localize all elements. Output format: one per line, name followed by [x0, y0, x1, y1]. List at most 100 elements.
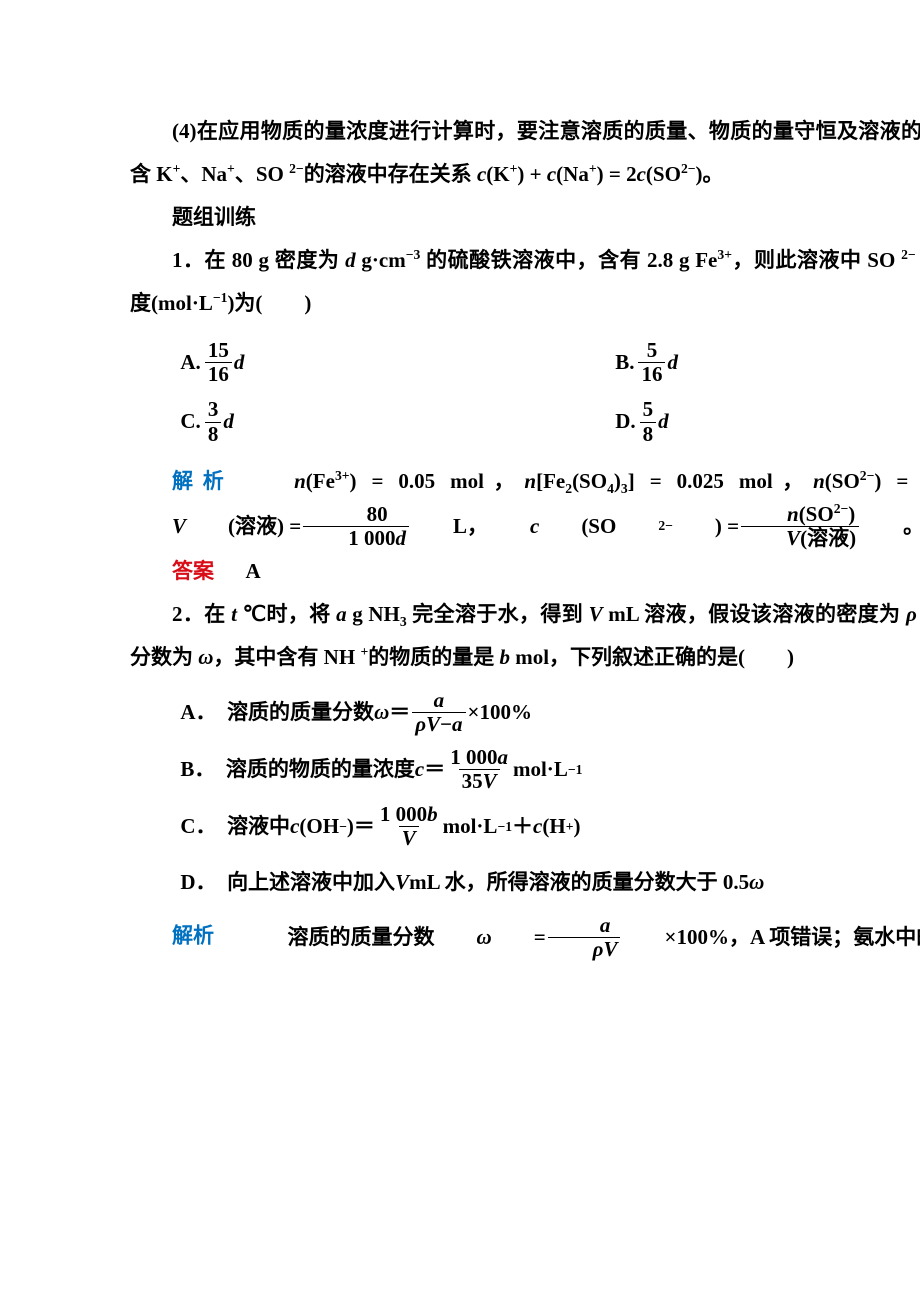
q1-c-post: d	[223, 400, 234, 443]
q2c-oha: (OH	[299, 805, 339, 848]
q2c-ha: (H	[542, 805, 565, 848]
jx-n2: n	[524, 469, 536, 493]
q1-answer: 答案 A	[130, 550, 920, 593]
q2-bv: b	[499, 645, 510, 669]
jx-csoend: 。	[861, 505, 920, 548]
q2-jiexi: 解析 溶质的质量分数 ω = a ρV ×100%，A 项错误；氨水中的溶	[130, 914, 920, 961]
q2-c: g NH	[347, 602, 400, 626]
q2-opt-d: D． 向上述溶液中加入 V mL 水，所得溶液的质量分数大于 0.5ω	[180, 861, 920, 904]
jx-V: V	[130, 505, 186, 548]
jx-fe1v: ) = 0.05 mol，	[350, 469, 525, 493]
q1-a-label: A.	[180, 341, 200, 384]
q2-j: mol，下列叙述正确的是( )	[510, 645, 794, 669]
q2c-c: c	[290, 805, 299, 848]
p4-so2sup: 2−	[681, 161, 696, 176]
q1-stem: 1．在 80 g 密度为 d g·cm−3 的硫酸铁溶液中，含有 2.8 g F…	[130, 239, 920, 325]
p4-c3: c	[637, 162, 646, 186]
q1-a-num: 15	[205, 339, 232, 362]
q2b-den: 35V	[459, 769, 500, 793]
q1-d-den: 8	[640, 422, 657, 446]
q2c-c2: c	[533, 805, 542, 848]
q1-f: )为( )	[227, 291, 311, 315]
jx-vline: V(溶液) = 80 1 000d L， c(SO2−) = n(SO2−) V…	[130, 503, 920, 550]
jx-fe1: (Fe	[306, 469, 335, 493]
jx-vden: 1 000d	[303, 526, 409, 550]
q1-a-den: 16	[205, 362, 232, 386]
jx-fe2cs: 3	[621, 481, 628, 496]
q1-b: g·cm	[356, 248, 406, 272]
q2-rho: ρ	[906, 602, 917, 626]
q2d-V: V	[395, 861, 409, 904]
jx-cnum: n(SO2−)	[742, 503, 858, 526]
jx2-frac: a ρV	[548, 914, 621, 961]
daan-val: A	[246, 559, 261, 583]
q2c-ohb: )＝	[347, 805, 375, 848]
daan-label: 答案	[172, 559, 214, 583]
q2c-frac: 1 000b V	[377, 803, 441, 850]
jx-n1: n	[294, 469, 306, 493]
q1-b-label: B.	[615, 341, 634, 384]
q2a-body: 溶质的质量分数 ω＝ a ρV−a ×100%	[227, 689, 532, 736]
jx-fe2bs: 4	[607, 481, 614, 496]
q1-d-post: d	[658, 400, 669, 443]
q1-opt-c: C. 3 8 d	[180, 398, 615, 445]
q2a-den: ρV−a	[412, 712, 465, 736]
jiexi-label: 解析	[172, 469, 233, 493]
p4-na2: (Na	[556, 162, 589, 186]
jx-vnum: 80	[322, 503, 391, 526]
q1-b-post: d	[667, 341, 678, 384]
jx2-body: 溶质的质量分数 ω = a ρV ×100%，A 项错误；氨水中的溶	[246, 914, 920, 961]
q2c-postb: ＋	[512, 805, 533, 848]
p4-na: 、Na	[180, 162, 227, 186]
q2a-num: a	[431, 689, 448, 712]
heading-text: 题组训练	[172, 205, 256, 229]
q1-opt-b: B. 5 16 d	[615, 339, 920, 386]
jx-csob: ) =	[673, 505, 739, 548]
q1-b-den: 16	[638, 362, 665, 386]
q2-i: 的物质的量是	[368, 645, 499, 669]
p4-so: 、SO	[235, 162, 289, 186]
q2a-pre: 溶质的质量分数	[227, 691, 374, 734]
jx-cfrac: n(SO2−) V(溶液)	[741, 503, 859, 550]
jx2-num: a	[555, 914, 614, 937]
q2c-posta: mol·L	[443, 805, 498, 848]
q1-d-label: D.	[615, 400, 635, 443]
q1-b-frac: 5 16	[638, 339, 665, 386]
q1-c-label: C.	[180, 400, 200, 443]
jx-fe2b: (SO	[572, 469, 607, 493]
q2c-num: 1 000b	[377, 803, 441, 826]
q2b-pre: 溶质的物质的量浓度	[226, 748, 415, 791]
q1-options: A. 15 16 d B. 5 16 d C. 3 8 d D. 5 8 d	[130, 333, 920, 451]
jx-vsola: (溶液) =	[186, 505, 301, 548]
p4-mid1: ) +	[517, 162, 546, 186]
point-4: (4)在应用物质的量浓度进行计算时，要注意溶质的质量、物质的量守恒及溶液的电荷守…	[130, 110, 920, 196]
p4-k2: (K	[486, 162, 509, 186]
jx-fe1sup: 3+	[335, 468, 350, 483]
p4-mid2: ) = 2	[597, 162, 637, 186]
q2c-body: 溶液中 c(OH−)＝ 1 000b V mol·L−1＋c(H+)	[227, 803, 580, 850]
jx-so1: (SO	[825, 469, 860, 493]
q2-options: A． 溶质的质量分数 ω＝ a ρV−a ×100% B． 溶质的物质的量浓度 …	[130, 689, 920, 904]
jx2-pre: 溶质的质量分数	[246, 916, 435, 959]
p4-end: )。	[696, 162, 724, 186]
q2-opt-b: B． 溶质的物质的量浓度 c＝ 1 000a 35V mol·L−1	[180, 746, 920, 793]
p4-c2: c	[547, 162, 556, 186]
jx-csoa: (SO	[539, 505, 616, 548]
q2c-pre: 溶液中	[227, 805, 290, 848]
q1-d: d	[345, 248, 356, 272]
q2-b: ℃时，将	[237, 602, 336, 626]
q2d-label: D．	[180, 861, 216, 904]
p4-nasup: +	[227, 161, 235, 176]
q2d-tb: mL 水，所得溶液的质量分数大于 0.5	[409, 861, 749, 904]
q2d-om: ω	[749, 861, 764, 904]
q1-c-frac: 3 8	[205, 398, 222, 445]
jx-fe2a: [Fe	[536, 469, 565, 493]
q2a-label: A．	[180, 691, 216, 734]
q2b-label: B．	[180, 748, 215, 791]
q2a-eq: ＝	[389, 691, 410, 734]
q1-c-den: 8	[205, 422, 222, 446]
q2a-frac: a ρV−a	[412, 689, 465, 736]
p4-c1: c	[477, 162, 486, 186]
q1-esup: −1	[213, 290, 228, 305]
jx-vsolb: L，	[411, 505, 488, 548]
